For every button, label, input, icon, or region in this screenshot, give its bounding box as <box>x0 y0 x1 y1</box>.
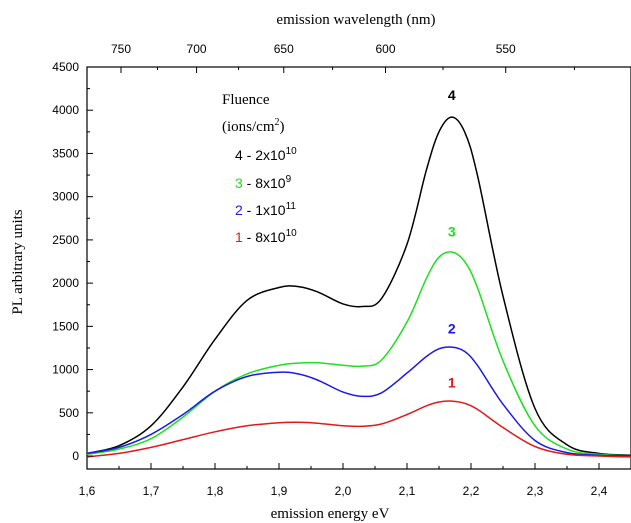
y-axis-title: PL arbitrary units <box>10 209 26 314</box>
x-tick-label: 1,8 <box>207 484 224 498</box>
top-axis-title: emission wavelength (nm) <box>276 12 435 28</box>
series-line-2 <box>86 346 631 457</box>
peak-label-3: 3 <box>448 223 456 239</box>
y-tick-label: 2500 <box>52 233 79 247</box>
y-tick-label: 3000 <box>52 190 79 204</box>
series-line-4 <box>86 116 631 456</box>
legend-entry-4: 4 - 2x1010 <box>235 146 297 163</box>
legend-units: (ions/cm2) <box>222 117 285 135</box>
y-tick-label: 0 <box>72 449 79 463</box>
top-tick-label: 600 <box>375 42 395 56</box>
top-tick-label: 750 <box>111 42 131 56</box>
x-tick-label: 1,9 <box>271 484 288 498</box>
y-tick-label: 1000 <box>52 363 79 377</box>
x-tick-label: 1,7 <box>143 484 160 498</box>
legend-entry-1: 1 - 8x1010 <box>235 228 297 245</box>
y-tick-label: 500 <box>59 406 79 420</box>
x-tick-label: 2,1 <box>399 484 416 498</box>
x-tick-label: 2,2 <box>463 484 480 498</box>
plot-frame <box>86 66 631 470</box>
peak-label-4: 4 <box>448 87 456 103</box>
series-layer <box>86 116 631 458</box>
y-tick-label: 4500 <box>52 60 79 74</box>
legend-entry-2: 2 - 1x1011 <box>235 201 296 218</box>
y-tick-label: 4000 <box>52 103 79 117</box>
peak-label-2: 2 <box>448 320 456 336</box>
top-tick-label: 650 <box>274 42 294 56</box>
x-tick-label: 1,6 <box>79 484 96 498</box>
x-tick-label: 2,0 <box>335 484 352 498</box>
legend: Fluence (ions/cm2) 4 - 2x1010 3 - 8x109 2 - … <box>222 92 297 245</box>
x-tick-label: 2,3 <box>527 484 544 498</box>
peak-label-1: 1 <box>448 375 456 391</box>
series-line-1 <box>86 400 631 458</box>
ticks: 1,6 1,7 1,8 1,9 2,0 2,1 2,2 2,3 2,4 0 500 1000 1500 2… <box>52 42 607 498</box>
x-axis-title: emission energy eV <box>271 506 390 522</box>
axes <box>86 66 631 470</box>
y-tick-label: 2000 <box>52 276 79 290</box>
legend-title: Fluence <box>222 92 270 108</box>
top-tick-label: 550 <box>496 42 516 56</box>
legend-entry-3: 3 - 8x109 <box>235 174 292 191</box>
top-tick-label: 700 <box>187 42 207 56</box>
x-tick-label: 2,4 <box>591 484 608 498</box>
y-tick-label: 1500 <box>52 319 79 333</box>
series-line-3 <box>86 251 631 457</box>
annotations: 4 3 2 1 <box>448 87 456 391</box>
y-tick-label: 3500 <box>52 146 79 160</box>
